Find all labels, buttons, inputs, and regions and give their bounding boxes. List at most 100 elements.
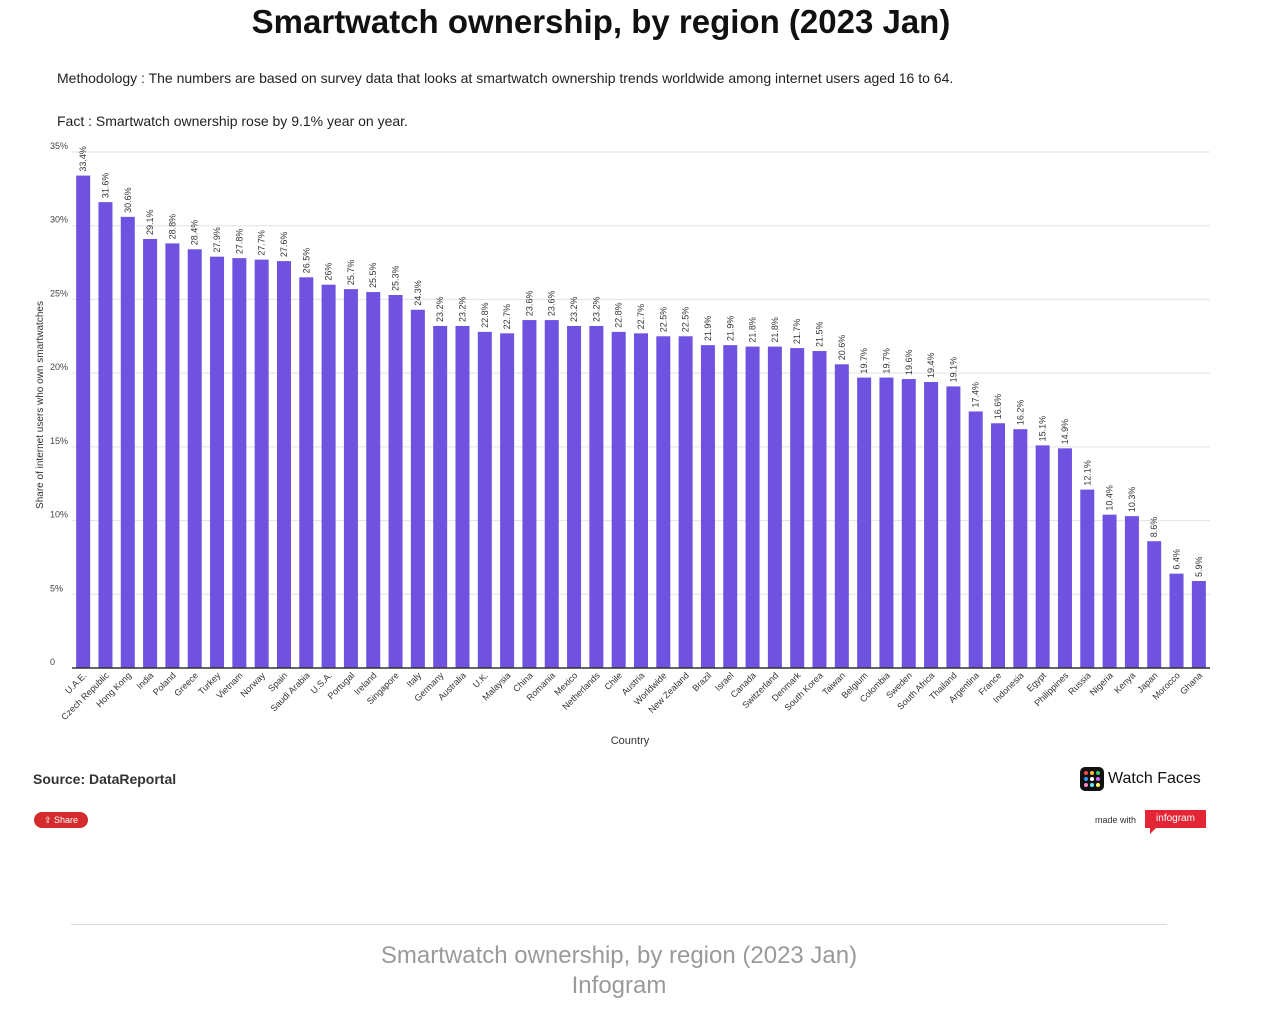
x-tick-label: Brazil	[690, 670, 713, 693]
x-tick-label: U.K.	[471, 670, 490, 689]
bar	[522, 320, 537, 668]
bar	[567, 325, 582, 668]
data-label: 25.7%	[346, 260, 356, 286]
data-label: 21.9%	[703, 316, 713, 342]
bar	[455, 325, 470, 668]
y-axis-title: Share of internet users who own smartwat…	[35, 301, 46, 509]
data-label: 27.6%	[279, 232, 289, 258]
data-label: 10.3%	[1127, 487, 1137, 513]
y-tick-label: 30%	[50, 215, 68, 225]
share-button[interactable]: ⇪ Share	[34, 812, 88, 828]
data-label: 19.4%	[926, 352, 936, 378]
bar	[76, 175, 91, 669]
source-text: Source: DataReportal	[33, 771, 177, 787]
bar-chart: 05%10%15%20%25%30%35%33.4%U.A.E.31.6%Cze…	[35, 141, 1210, 747]
data-label: 17.4%	[971, 382, 981, 408]
bar	[1191, 581, 1206, 668]
bar	[187, 249, 202, 668]
bar	[433, 325, 448, 668]
bar	[1102, 514, 1117, 668]
data-label: 21.8%	[748, 317, 758, 343]
logo-text: Watch Faces	[1108, 770, 1201, 787]
bar	[589, 325, 604, 668]
bar	[210, 256, 225, 668]
data-label: 27.8%	[234, 229, 244, 255]
data-label: 28.8%	[167, 214, 177, 240]
bar	[165, 243, 180, 669]
bar	[500, 333, 515, 668]
data-label: 27.7%	[257, 230, 267, 256]
data-label: 16.6%	[993, 394, 1003, 420]
data-label: 22.7%	[636, 304, 646, 330]
data-label: 8.6%	[1149, 517, 1159, 538]
data-label: 15.1%	[1038, 416, 1048, 442]
x-tick-label: Greece	[172, 670, 200, 698]
data-label: 23.2%	[591, 296, 601, 322]
bar	[410, 309, 425, 668]
bar	[879, 377, 894, 668]
bar	[98, 202, 113, 668]
data-label: 27.9%	[212, 227, 222, 253]
infogram-badge[interactable]: infogram	[1145, 810, 1206, 828]
data-label: 25.3%	[391, 265, 401, 291]
data-label: 22.5%	[658, 307, 668, 333]
bar	[276, 261, 291, 668]
bar	[254, 259, 269, 668]
data-label: 22.7%	[502, 304, 512, 330]
caption-title: Smartwatch ownership, by region (2023 Ja…	[380, 942, 858, 969]
bar	[745, 346, 760, 668]
x-tick-label: Italy	[405, 670, 424, 689]
data-label: 19.6%	[904, 350, 914, 376]
data-label: 22.8%	[614, 302, 624, 328]
data-label: 21.8%	[770, 317, 780, 343]
watch-faces-icon	[1080, 767, 1104, 791]
data-label: 26%	[324, 263, 334, 281]
data-label: 28.4%	[190, 220, 200, 246]
data-label: 23.6%	[547, 291, 557, 317]
bar	[120, 216, 135, 668]
bar	[700, 345, 715, 668]
bar	[1035, 445, 1050, 668]
chart-title: Smartwatch ownership, by region (2023 Ja…	[251, 3, 951, 40]
bar	[1057, 448, 1072, 668]
bar	[321, 284, 336, 668]
bar	[656, 336, 671, 668]
data-label: 29.1%	[145, 209, 155, 235]
x-tick-label: Norway	[238, 670, 267, 699]
x-tick-label: Nigeria	[1088, 670, 1115, 697]
data-label: 21.7%	[792, 319, 802, 345]
divider	[71, 924, 1167, 925]
bar	[901, 379, 916, 668]
data-label: 31.6%	[100, 173, 110, 199]
x-axis-title: Country	[611, 735, 650, 747]
data-label: 26.5%	[301, 248, 311, 274]
share-icon: ⇪	[43, 815, 52, 825]
y-tick-label: 20%	[50, 362, 68, 372]
bar	[1124, 516, 1139, 668]
infogram-badge-tail	[1150, 828, 1156, 834]
y-tick-label: 35%	[50, 141, 68, 151]
bar	[946, 386, 961, 668]
bar	[834, 364, 849, 668]
bar	[388, 295, 403, 668]
share-label: Share	[54, 815, 79, 825]
bar	[143, 238, 158, 669]
bar	[299, 277, 314, 668]
watch-faces-logo[interactable]: Watch Faces	[1080, 767, 1201, 791]
x-tick-label: Kenya	[1112, 670, 1137, 695]
bar	[1169, 573, 1184, 668]
data-label: 19.1%	[948, 357, 958, 383]
data-label: 23.2%	[569, 296, 579, 322]
data-label: 21.5%	[815, 321, 825, 347]
bar	[477, 331, 492, 668]
data-label: 25.5%	[368, 263, 378, 289]
bar	[1013, 429, 1028, 668]
data-label: 33.4%	[78, 146, 88, 172]
fact-text: Fact : Smartwatch ownership rose by 9.1%…	[57, 113, 408, 129]
bar	[678, 336, 693, 668]
data-label: 16.2%	[1015, 400, 1025, 426]
bar	[812, 351, 827, 668]
data-label: 23.2%	[457, 296, 467, 322]
data-label: 6.4%	[1172, 549, 1182, 570]
data-label: 10.4%	[1105, 485, 1115, 511]
